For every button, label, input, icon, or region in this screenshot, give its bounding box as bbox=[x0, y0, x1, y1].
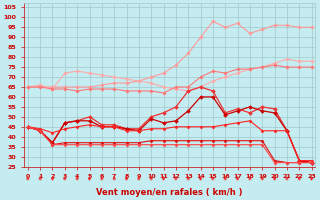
X-axis label: Vent moyen/en rafales ( km/h ): Vent moyen/en rafales ( km/h ) bbox=[96, 188, 243, 197]
